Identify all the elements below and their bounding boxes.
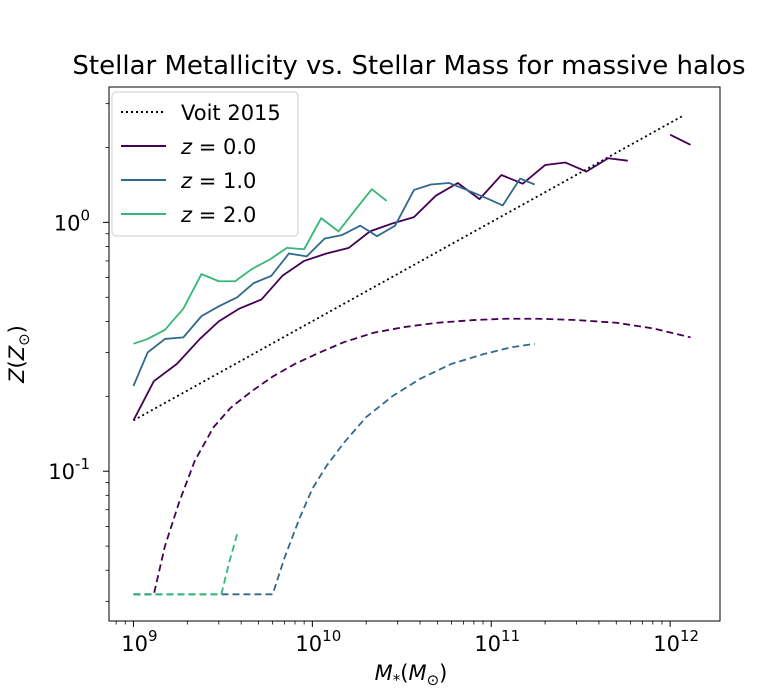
y-tick-label: 10-1 <box>48 455 90 484</box>
series-dashed-5-line <box>133 342 535 596</box>
x-axis-label: M*(M⊙) <box>375 661 448 689</box>
x-tick-label: 1011 <box>474 627 520 656</box>
series-layer <box>132 114 691 596</box>
series-z-0-0-line-1 <box>132 157 628 421</box>
series-z-2-0-line <box>133 188 388 345</box>
x-tick-label: 109 <box>121 627 157 656</box>
plot-frame <box>108 86 721 622</box>
chart-title: Stellar Metallicity vs. Stellar Mass for… <box>72 51 745 81</box>
axis-labels: M*(M⊙) Z(Z⊙) <box>5 325 447 689</box>
legend-label-z-1-0: z = 1.0 <box>180 169 256 193</box>
x-tick-label: 1010 <box>295 627 341 656</box>
ticks-layer: 109 1010 1011 1012 10-1 100 <box>48 103 699 656</box>
legend-label-z-0-0: z = 0.0 <box>180 135 256 159</box>
y-axis-label: Z(Z⊙) <box>5 325 33 384</box>
series-dashed-6-line <box>133 533 239 596</box>
legend-label-voit-2015: Voit 2015 <box>181 101 281 125</box>
legend-box <box>111 91 299 237</box>
series-z-0-0-line-2 <box>669 133 691 146</box>
legend: Voit 2015 z = 0.0 z = 1.0 z = 2.0 <box>111 91 299 237</box>
x-tick-label: 1012 <box>653 627 699 656</box>
series-z-1-0-line <box>132 177 536 387</box>
legend-label-z-2-0: z = 2.0 <box>180 203 256 227</box>
y-tick-label: 100 <box>54 206 90 235</box>
series-dashed-4-line <box>133 317 691 596</box>
